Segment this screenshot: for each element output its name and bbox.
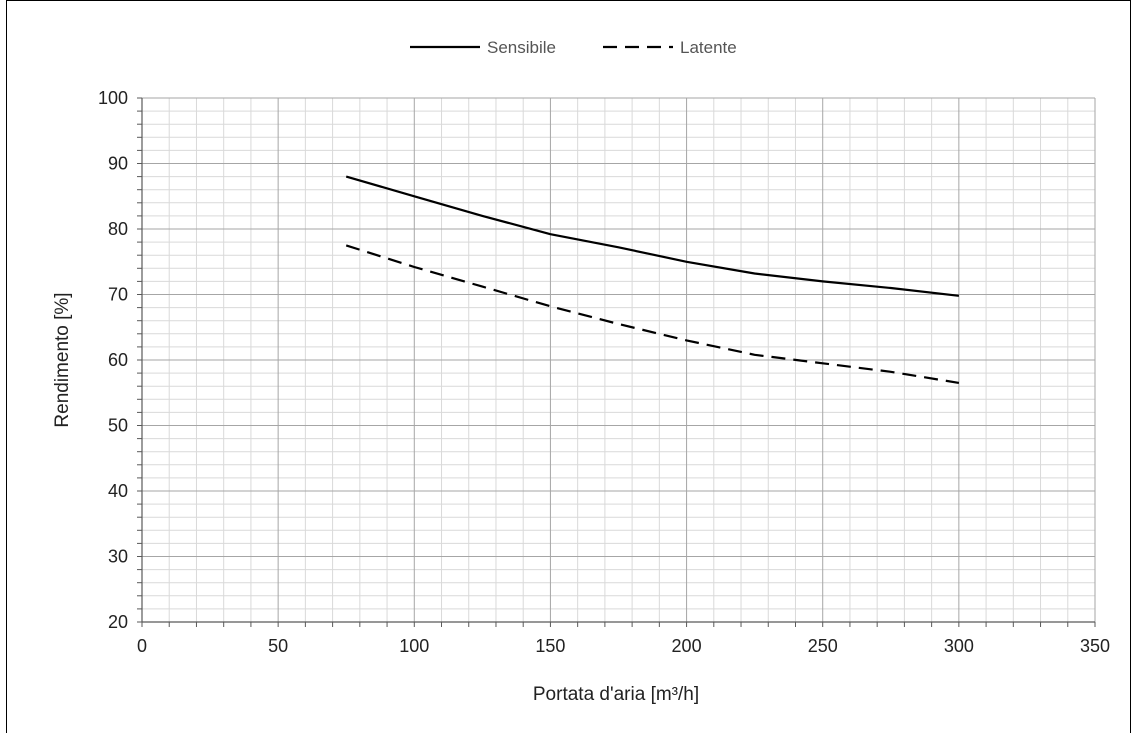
- y-tick-label: 80: [108, 219, 128, 239]
- legend-label-sensibile: Sensibile: [487, 38, 556, 57]
- y-tick-label: 20: [108, 612, 128, 632]
- y-tick-label: 30: [108, 547, 128, 567]
- x-tick-label: 100: [399, 636, 429, 656]
- x-tick-label: 250: [808, 636, 838, 656]
- major-gridlines: [141, 97, 1096, 623]
- x-tick-label: 300: [944, 636, 974, 656]
- y-tick-label: 60: [108, 350, 128, 370]
- y-tick-label: 100: [98, 88, 128, 108]
- y-axis-title: Rendimento [%]: [52, 292, 73, 427]
- series-line-sensibile: [345, 175, 960, 297]
- x-tick-label: 0: [137, 636, 147, 656]
- x-tick-label: 150: [535, 636, 565, 656]
- y-tick-label: 40: [108, 481, 128, 501]
- series-layer: [345, 175, 960, 384]
- x-tick-label: 50: [268, 636, 288, 656]
- y-tick-label: 70: [108, 285, 128, 305]
- series-line-latente: [345, 244, 960, 384]
- legend: Sensibile Latente: [410, 38, 737, 57]
- legend-label-latente: Latente: [680, 38, 737, 57]
- y-tick-label: 90: [108, 154, 128, 174]
- axis-ticks: 0 50 100 150 200 250 300 350 20 30 40 50 60 70 80 90 100: [98, 88, 1110, 656]
- x-tick-label: 350: [1080, 636, 1110, 656]
- x-axis-title: Portata d'aria [m³/h]: [533, 684, 699, 705]
- x-tick-label: 200: [672, 636, 702, 656]
- y-tick-label: 50: [108, 416, 128, 436]
